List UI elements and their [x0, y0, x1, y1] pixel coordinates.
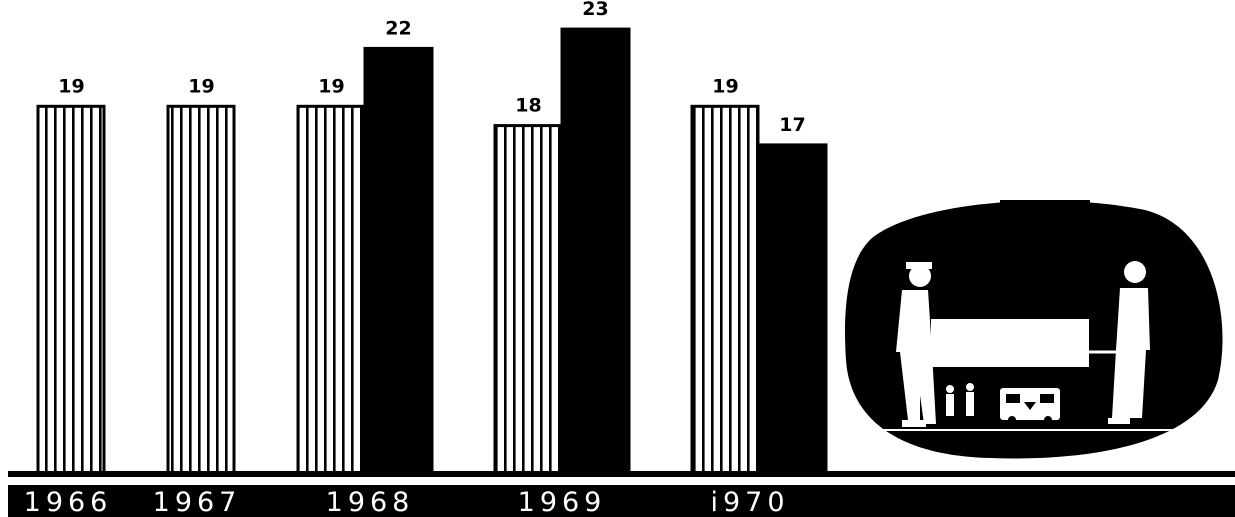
data-label-1966-series-1: 19 — [58, 75, 84, 97]
data-label-1970-series-1: 19 — [712, 75, 738, 97]
x-axis-tick-labels: 1966 1967 1968 1969 i970 — [24, 487, 789, 517]
year-band — [8, 485, 1235, 517]
year-label-1969: 1969 — [518, 487, 607, 517]
bar-1968-series-2 — [363, 46, 434, 475]
year-label-1970: i970 — [710, 487, 789, 517]
data-label-1969-series-2: 23 — [582, 0, 608, 20]
data-label-1967-series-1: 19 — [188, 75, 214, 97]
year-label-1967: 1967 — [153, 487, 242, 517]
data-label-1970-series-2: 17 — [779, 114, 805, 136]
data-label-1969-series-1: 18 — [515, 95, 541, 117]
bar-1968-series-1 — [296, 104, 366, 475]
bar-1969-series-1 — [493, 124, 563, 475]
year-label-1966: 1966 — [24, 487, 113, 517]
bar-1970-series-2 — [757, 143, 828, 475]
bars-layer — [36, 27, 828, 475]
bar-1970-series-1 — [690, 104, 760, 475]
bar-1966-series-1 — [36, 104, 106, 475]
data-label-1968-series-1: 19 — [318, 75, 344, 97]
bar-1969-series-2 — [560, 27, 631, 475]
stretcher-bearers-ambulance-illustration — [845, 200, 1223, 459]
year-label-1968: 1968 — [326, 487, 415, 517]
value-labels-layer: 19 19 19 22 18 23 19 17 — [58, 0, 805, 136]
data-label-1968-series-2: 22 — [385, 17, 411, 39]
bar-1967-series-1 — [166, 104, 236, 475]
